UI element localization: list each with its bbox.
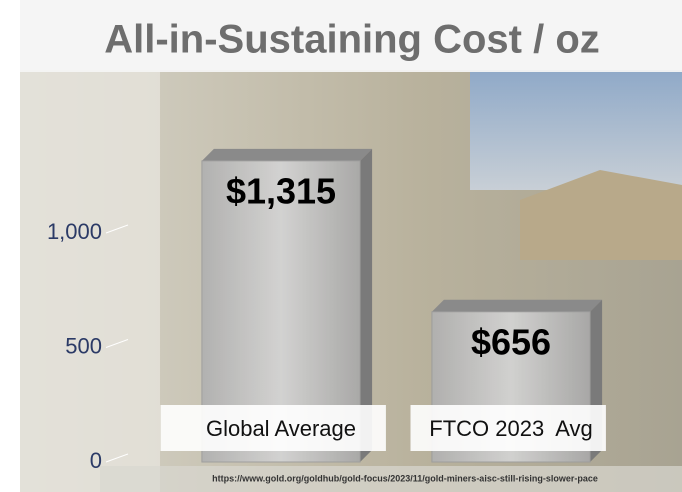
page: {"chart_data": {"type": "bar", "title": … [0,0,682,492]
value-label: $1,315 [226,170,336,211]
source-note: https://www.gold.org/goldhub/gold-focus/… [212,473,598,483]
x-tick-label: Global Average [206,416,356,441]
photo-sky [470,70,682,190]
x-tick-label: FTCO 2023 Avg [429,416,592,441]
chart: All-in-Sustaining Cost / oz 05001,000$1,… [0,0,682,492]
chart-title: All-in-Sustaining Cost / oz [104,18,600,62]
value-label: $656 [471,321,551,362]
y-tick-label: 500 [65,333,102,358]
photo-wall [20,70,160,492]
bar-top [432,300,602,312]
y-tick-label: 1,000 [47,219,102,244]
bar-top [202,149,372,161]
